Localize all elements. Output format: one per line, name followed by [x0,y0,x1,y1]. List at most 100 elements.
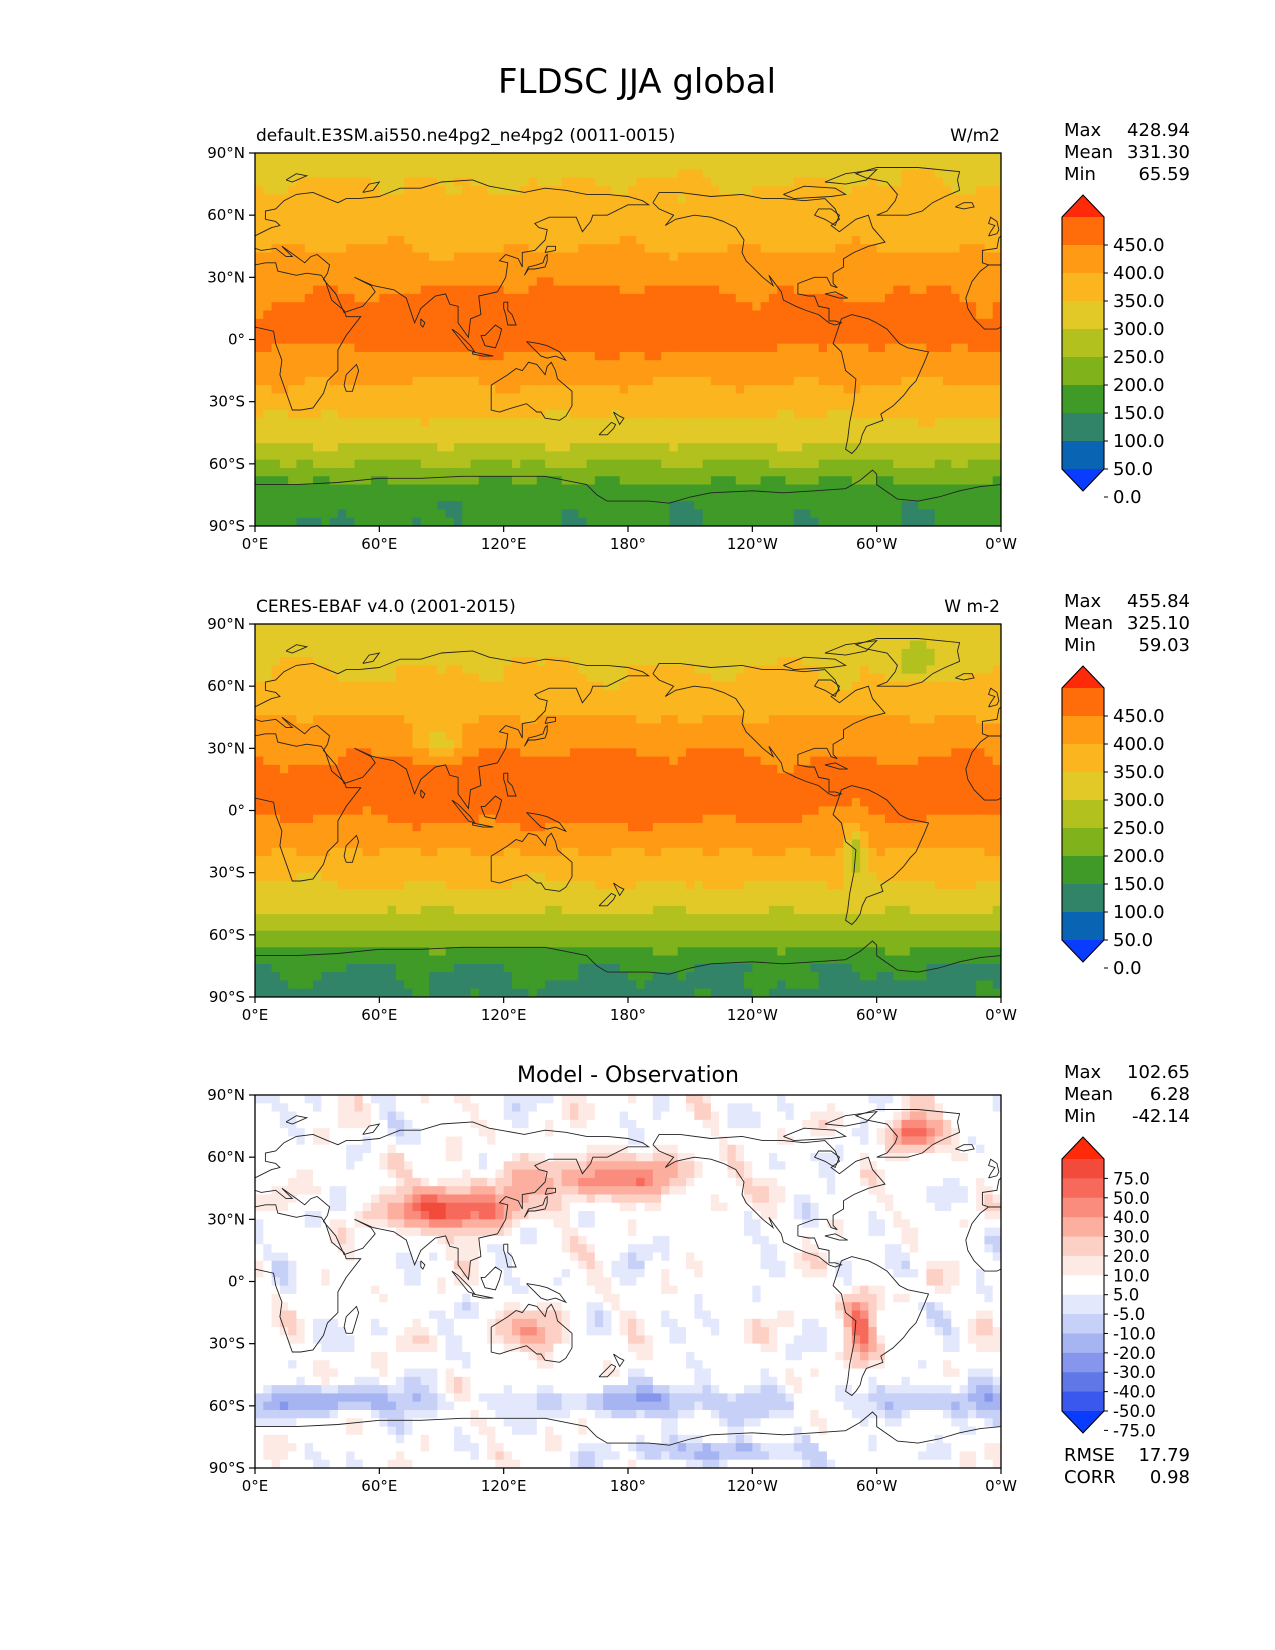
field-cell [818,426,828,436]
field-cell [321,648,331,658]
field-cell [412,632,422,642]
field-cell [959,648,969,658]
field-cell [652,227,662,237]
field-cell [744,227,753,237]
field-cell [279,673,289,683]
field-cell [569,632,579,642]
field-cell [934,177,944,187]
field-cell [727,690,737,700]
field-cell [429,302,438,312]
field-cell [371,285,380,295]
field-cell [727,277,737,287]
field-cell [710,501,720,511]
field-cell [429,235,438,245]
field-cell [594,252,604,262]
field-cell [296,318,306,328]
field-cell [329,467,339,477]
field-cell [462,409,472,419]
field-cell [909,443,919,452]
field-cell [586,459,596,469]
field-cell [785,624,795,633]
field-cell [603,624,613,633]
field-cell [561,492,571,502]
field-cell [304,434,314,444]
field-cell [271,376,281,386]
field-cell [951,211,961,220]
field-cell [628,640,637,650]
field-cell [677,648,687,658]
field-cell [934,467,944,477]
field-cell [942,177,952,187]
field-cell [951,459,961,469]
field-cell [967,161,977,171]
field-cell [918,186,927,196]
field-cell [628,351,637,361]
field-cell [313,640,322,650]
colorbar-label: 300.0 [1113,319,1165,340]
field-cell [918,318,927,328]
field-cell [694,393,704,403]
field-cell [337,426,347,436]
field-cell [777,335,787,345]
field-cell [628,409,637,419]
field-cell [884,492,894,502]
field-cell [487,169,496,179]
field-cell [669,501,679,511]
field-cell [395,434,405,444]
field-cell [379,219,389,229]
field-cell [702,690,712,700]
field-cell [802,211,811,220]
field-cell [785,690,795,700]
field-cell [346,235,356,245]
field-cell [553,434,563,444]
field-cell [835,310,845,320]
field-cell [520,385,530,394]
field-cell [851,252,861,262]
field-cell [313,269,322,278]
field-cell [785,385,795,394]
field-cell [296,186,306,196]
field-cell [528,368,538,378]
field-cell [470,169,480,179]
field-cell [752,227,762,237]
field-cell [495,632,505,642]
field-cell [478,368,488,378]
field-cell [329,227,339,237]
field-cell [470,648,480,658]
field-cell [901,368,911,378]
field-cell [611,277,621,287]
field-cell [942,492,952,502]
field-cell [727,235,737,245]
field-cell [379,401,389,411]
field-cell [603,244,613,254]
field-cell [337,194,347,204]
field-cell [619,476,629,486]
field-cell [545,219,554,229]
field-cell [959,161,969,171]
field-cell [412,467,422,477]
field-cell [802,426,811,436]
field-cell [603,376,613,386]
field-cell [445,467,455,477]
field-cell [304,360,314,370]
x-tick-label: 60°E [361,535,397,553]
field-cell [487,285,496,295]
field-cell [744,501,753,511]
field-cell [777,202,787,212]
field-cell [967,426,977,436]
field-cell [362,343,372,353]
field-cell [760,227,770,237]
field-cell [561,665,571,675]
field-cell [395,302,405,312]
field-cell [802,368,811,378]
field-cell [371,335,380,345]
field-cell [420,302,430,312]
field-cell [628,335,637,345]
field-cell [346,161,356,171]
field-cell [578,368,588,378]
field-cell [636,260,646,270]
field-cell [710,624,720,633]
field-cell [793,492,803,502]
field-cell [661,682,671,691]
field-cell [503,161,513,171]
